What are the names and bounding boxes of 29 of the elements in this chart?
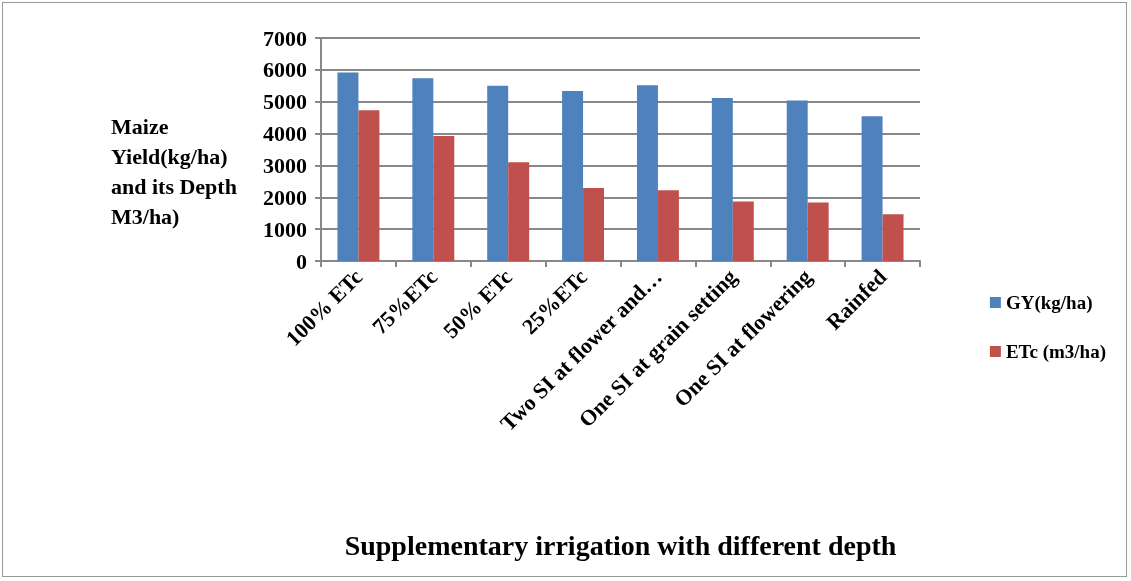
y-tick-label: 5000 <box>263 89 307 115</box>
bar <box>337 72 359 261</box>
bar <box>732 201 754 261</box>
bar <box>487 85 509 261</box>
bar <box>562 90 584 261</box>
bar <box>636 85 658 261</box>
y-axis-title: Maize Yield(kg/ha) and its Depth M3/ha) <box>111 113 243 229</box>
y-tick-label: 6000 <box>263 57 307 83</box>
x-axis-title: Supplementary irrigation with different depth <box>344 529 897 561</box>
y-tick-label: 4000 <box>263 121 307 147</box>
y-tick-label: 0 <box>296 248 307 274</box>
y-tick-label: 2000 <box>263 184 307 210</box>
bar <box>657 190 679 261</box>
y-tick-label: 1000 <box>263 216 307 242</box>
bar <box>786 100 808 261</box>
x-tick-label: 50% ETc <box>438 263 518 344</box>
legend-label: ETc (m3/ha) <box>1005 341 1107 363</box>
y-tick-label: 7000 <box>263 25 307 51</box>
bar <box>583 188 605 261</box>
legend-label: GY(kg/ha) <box>1005 292 1093 314</box>
bar <box>861 116 883 261</box>
y-tick-label: 3000 <box>263 152 307 178</box>
bar <box>711 97 733 261</box>
bar <box>807 202 829 261</box>
bar <box>358 110 380 261</box>
bar <box>508 162 530 261</box>
bar <box>412 78 434 261</box>
bar <box>882 214 904 261</box>
bar <box>433 136 455 261</box>
